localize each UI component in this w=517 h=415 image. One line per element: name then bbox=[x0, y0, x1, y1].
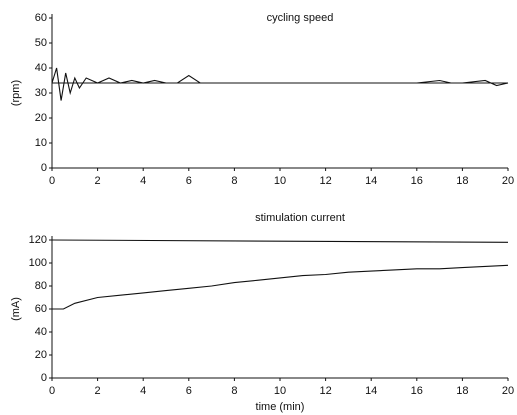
x-tick-label: 16 bbox=[411, 385, 423, 397]
x-tick-label: 12 bbox=[319, 175, 331, 187]
y-tick-label: 40 bbox=[35, 326, 47, 338]
x-axis-label: time (min) bbox=[256, 401, 305, 413]
y-axis-label: (rpm) bbox=[10, 80, 22, 106]
x-tick-label: 0 bbox=[49, 175, 55, 187]
y-tick-label: 120 bbox=[29, 234, 47, 246]
x-tick-label: 14 bbox=[365, 385, 377, 397]
y-tick-label: 0 bbox=[41, 162, 47, 174]
x-tick-label: 8 bbox=[231, 385, 237, 397]
x-tick-label: 6 bbox=[186, 175, 192, 187]
x-tick-label: 8 bbox=[231, 175, 237, 187]
chart-title: cycling speed bbox=[267, 12, 334, 24]
data-line bbox=[51, 239, 509, 243]
x-tick-label: 10 bbox=[274, 175, 286, 187]
x-tick-label: 14 bbox=[365, 175, 377, 187]
x-tick-label: 20 bbox=[502, 175, 514, 187]
y-tick-label: 60 bbox=[35, 12, 47, 24]
y-tick-label: 0 bbox=[41, 372, 47, 384]
chart-title: stimulation current bbox=[255, 212, 345, 224]
data-line bbox=[52, 264, 509, 310]
y-axis-label: (mA) bbox=[10, 297, 22, 321]
x-tick-label: 4 bbox=[140, 385, 146, 397]
x-tick-label: 18 bbox=[456, 385, 468, 397]
x-tick-label: 2 bbox=[95, 175, 101, 187]
y-tick-label: 50 bbox=[35, 37, 47, 49]
y-tick-label: 20 bbox=[35, 349, 47, 361]
y-tick-label: 10 bbox=[35, 137, 47, 149]
x-tick-label: 2 bbox=[95, 385, 101, 397]
x-tick-label: 18 bbox=[456, 175, 468, 187]
x-tick-label: 16 bbox=[411, 175, 423, 187]
x-tick-label: 10 bbox=[274, 385, 286, 397]
y-tick-label: 60 bbox=[35, 303, 47, 315]
y-tick-label: 80 bbox=[35, 280, 47, 292]
x-tick-label: 12 bbox=[319, 385, 331, 397]
data-line bbox=[51, 67, 509, 101]
x-tick-label: 4 bbox=[140, 175, 146, 187]
y-tick-label: 100 bbox=[29, 257, 47, 269]
y-tick-label: 20 bbox=[35, 112, 47, 124]
x-tick-label: 20 bbox=[502, 385, 514, 397]
x-tick-label: 0 bbox=[49, 385, 55, 397]
x-tick-label: 6 bbox=[186, 385, 192, 397]
y-tick-label: 30 bbox=[35, 87, 47, 99]
y-tick-label: 40 bbox=[35, 62, 47, 74]
